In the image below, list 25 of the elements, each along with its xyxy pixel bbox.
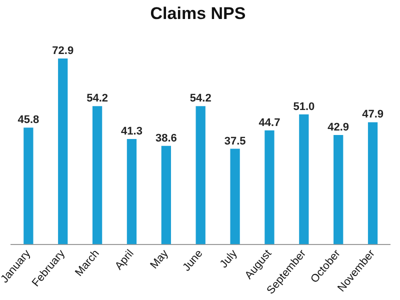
bar: [126, 139, 137, 244]
bar: [161, 146, 171, 244]
data-label: 51.0: [293, 100, 315, 113]
chart-title: Claims NPS: [150, 4, 246, 23]
x-tick-label: July: [218, 247, 240, 270]
data-label: 54.2: [190, 92, 212, 105]
bar: [196, 106, 206, 244]
data-label: 37.5: [224, 135, 246, 148]
data-label: 47.9: [362, 108, 384, 121]
data-label: 45.8: [18, 114, 40, 126]
bar: [264, 130, 274, 244]
data-label: 72.9: [52, 45, 74, 58]
bar: [299, 114, 309, 244]
data-label: 54.2: [86, 92, 108, 105]
bar: [58, 58, 68, 244]
bar: [24, 128, 34, 244]
data-label: 41.3: [121, 126, 142, 138]
bar: [334, 134, 344, 244]
data-label: 42.9: [328, 121, 350, 134]
data-label: 44.7: [258, 116, 280, 129]
bar: [92, 106, 102, 244]
bar: [368, 122, 378, 244]
x-tick-label: May: [148, 247, 172, 272]
bar: [230, 148, 240, 244]
data-label: 38.6: [155, 132, 177, 144]
